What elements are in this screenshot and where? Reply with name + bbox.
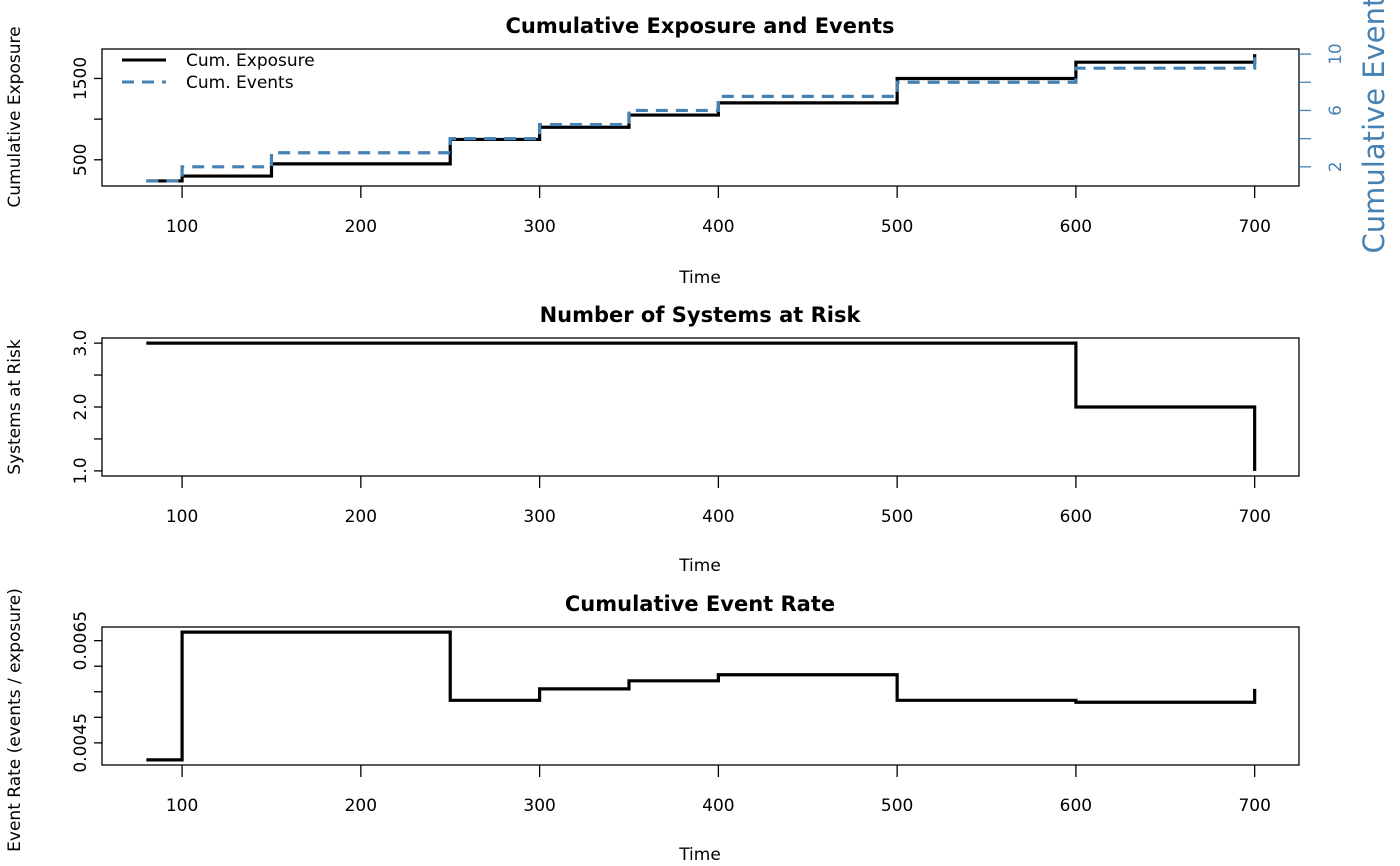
y-axis-label: Event Rate (events / exposure) bbox=[5, 588, 25, 852]
x-tick-label: 400 bbox=[702, 217, 734, 237]
y-right-tick-label: 10 bbox=[1326, 43, 1346, 65]
x-tick-label: 200 bbox=[345, 507, 377, 527]
x-tick-label: 200 bbox=[345, 217, 377, 237]
plot-frame bbox=[101, 48, 1300, 187]
chart-title: Cumulative Exposure and Events bbox=[506, 14, 895, 38]
x-axis-label: Time bbox=[678, 556, 721, 576]
plot-frame bbox=[101, 626, 1300, 766]
y-right-tick-label: 2 bbox=[1326, 161, 1346, 172]
chart-title: Number of Systems at Risk bbox=[540, 303, 862, 327]
series-line-main bbox=[146, 630, 1257, 762]
x-tick-label: 400 bbox=[702, 796, 734, 816]
x-tick-label: 600 bbox=[1060, 796, 1092, 816]
y-right-tick-label: 6 bbox=[1326, 105, 1346, 116]
x-tick-label: 500 bbox=[881, 217, 913, 237]
y-tick-label: 0.0065 bbox=[71, 611, 91, 670]
x-tick-label: 300 bbox=[523, 796, 555, 816]
chart-title: Cumulative Event Rate bbox=[565, 592, 835, 616]
x-tick-label: 500 bbox=[881, 796, 913, 816]
series-line-main bbox=[146, 341, 1257, 471]
x-tick-label: 500 bbox=[881, 507, 913, 527]
x-tick-label: 600 bbox=[1060, 217, 1092, 237]
x-tick-label: 200 bbox=[345, 796, 377, 816]
y-tick-label: 1500 bbox=[71, 57, 91, 100]
y-axis-label-right: Cumulative Events bbox=[1357, 0, 1391, 253]
y-axis-label: Cumulative Exposure bbox=[5, 26, 25, 207]
series-line-cum-exposure bbox=[146, 54, 1257, 183]
panel-cumulative-exposure: Cumulative Exposure and Events Time Cumu… bbox=[5, 0, 1391, 288]
x-tick-label: 400 bbox=[702, 507, 734, 527]
x-tick-label: 600 bbox=[1060, 507, 1092, 527]
x-axis-label: Time bbox=[678, 268, 721, 288]
y-tick-label: 500 bbox=[71, 144, 91, 176]
legend-label-exposure: Cum. Exposure bbox=[186, 51, 315, 71]
panel-systems-at-risk: Number of Systems at Risk Time Systems a… bbox=[5, 303, 1300, 576]
series-line-cum-events bbox=[146, 54, 1257, 183]
x-tick-label: 700 bbox=[1238, 217, 1270, 237]
x-tick-label: 100 bbox=[166, 796, 198, 816]
x-axis-label: Time bbox=[678, 845, 721, 865]
x-tick-label: 100 bbox=[166, 217, 198, 237]
y-tick-label: 0.0045 bbox=[71, 713, 91, 772]
legend: Cum. Exposure Cum. Events bbox=[122, 51, 315, 93]
x-tick-label: 100 bbox=[166, 507, 198, 527]
y-tick-label: 2.0 bbox=[71, 393, 91, 420]
x-tick-label: 700 bbox=[1238, 796, 1270, 816]
y-axis-label: Systems at Risk bbox=[5, 339, 25, 475]
legend-label-events: Cum. Events bbox=[186, 73, 294, 93]
x-tick-label: 300 bbox=[523, 507, 555, 527]
panel-cumulative-event-rate: Cumulative Event Rate Time Event Rate (e… bbox=[5, 588, 1300, 865]
y-tick-label: 3.0 bbox=[71, 330, 91, 357]
x-tick-label: 700 bbox=[1238, 507, 1270, 527]
y-tick-label: 1.0 bbox=[71, 457, 91, 484]
x-tick-label: 300 bbox=[523, 217, 555, 237]
